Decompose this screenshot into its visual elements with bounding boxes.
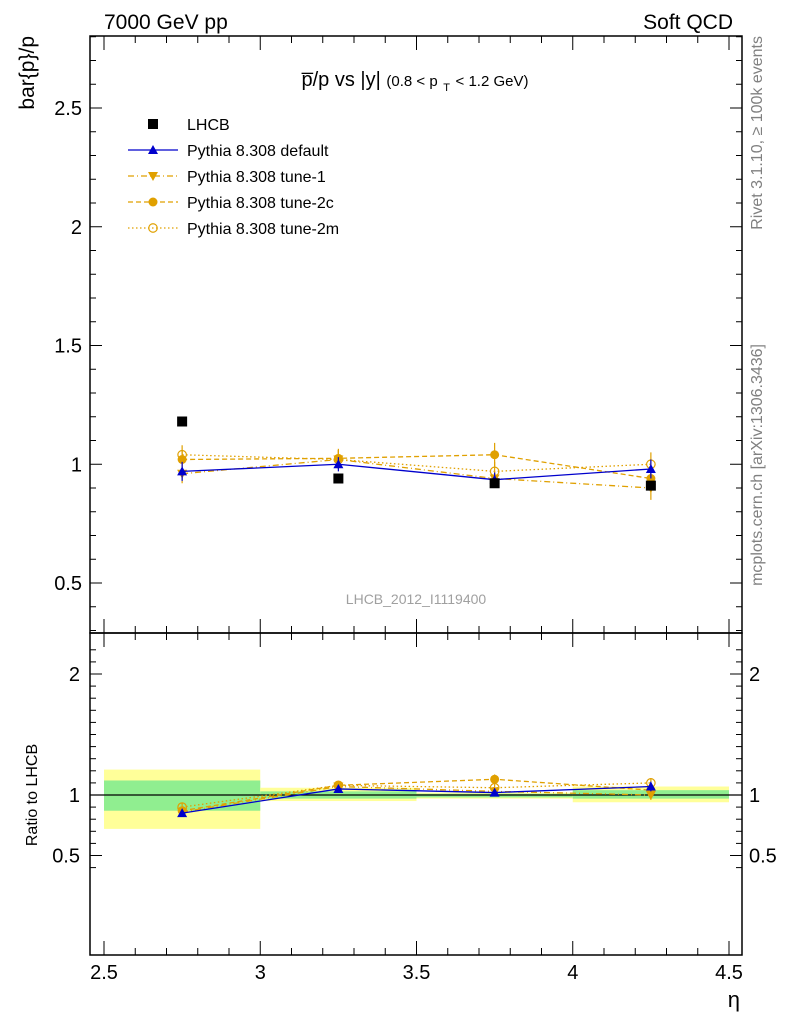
ratio-series-0-point: [489, 787, 500, 797]
legend-marker-0: [148, 119, 158, 129]
main-ytick-label: 1.5: [54, 336, 82, 358]
ratio-ylabel: Ratio to LHCB: [24, 744, 41, 846]
analysis-watermark: LHCB_2012_I1119400: [346, 591, 487, 607]
axes: 0.5 1 1.5 2 2.5 0.5 0.5 1 1 2 2 2.5 3 3.5 4 4.5 η: [52, 35, 777, 1012]
main-series-3-line: [182, 454, 651, 480]
ratio-bands: [104, 769, 729, 829]
main-ytick-label: 1: [71, 454, 82, 476]
main-ytick-label: 0.5: [54, 573, 82, 595]
xtick-label: 3.5: [403, 962, 431, 984]
ratio-ytick-label-right: 0.5: [749, 846, 777, 868]
title-main: p̅/p vs |y|: [301, 69, 380, 91]
main-series-3-point: [490, 450, 500, 460]
main-series-1-point: [333, 459, 344, 469]
header-right: Soft QCD: [643, 11, 733, 34]
legend-marker-4: [148, 223, 158, 233]
legend-label-0: LHCB: [187, 117, 230, 134]
legend-marker-2: [148, 172, 158, 181]
main-series-2-line: [182, 458, 651, 489]
ratio-series-1-point: [645, 791, 656, 800]
legend-marker-1: [148, 145, 158, 154]
main-series-3-point: [177, 455, 187, 464]
main-series-data-point: [333, 473, 344, 484]
ratio-series-1-line: [182, 785, 651, 813]
main-series-data-point: [177, 416, 188, 427]
ratio-series-2-point: [490, 774, 500, 784]
main-series-1-line: [182, 463, 651, 481]
legend-label-1: Pythia 8.308 default: [187, 143, 329, 160]
legend-label-4: Pythia 8.308 tune-2m: [187, 221, 339, 238]
legend-label-3: Pythia 8.308 tune-2c: [187, 195, 334, 212]
mcplots-label: mcplots.cern.ch [arXiv:1306.3436]: [749, 344, 766, 586]
ratio-ytick-label: 1: [69, 785, 80, 807]
main-ytick-label: 2: [71, 217, 82, 239]
ratio-series-2-line: [182, 778, 651, 812]
main-ytick-label: 2.5: [54, 98, 82, 120]
main-ylabel: bar{p}/p: [16, 36, 39, 110]
xtick-label: 3: [255, 962, 266, 984]
legend-marker-3: [148, 197, 158, 207]
ratio-ytick-label: 2: [69, 664, 80, 686]
legend-label-2: Pythia 8.308 tune-1: [187, 169, 326, 186]
ratio-series-0-point: [645, 781, 656, 791]
xtick-label: 4: [567, 962, 578, 984]
ratio-ytick-label-right: 2: [749, 664, 760, 686]
ratio-series-0-point: [333, 783, 344, 793]
x-axis-label: η: [728, 987, 740, 1012]
xtick-label: 2.5: [90, 962, 118, 984]
title-cut-sub: T: [443, 82, 450, 94]
xtick-label: 4.5: [715, 962, 743, 984]
ratio-ytick-label-right: 1: [749, 785, 760, 807]
header-left: 7000 GeV pp: [104, 11, 228, 34]
plot-title: p̅/p vs |y| (0.8 < p T < 1.2 GeV): [301, 69, 528, 96]
title-cut-close: < 1.2 GeV): [456, 73, 529, 90]
ratio-ytick-label: 0.5: [52, 846, 80, 868]
rivet-label: Rivet 3.1.10, ≥ 100k events: [749, 36, 766, 230]
title-cut-open: (0.8 < p: [386, 73, 437, 90]
series: [177, 416, 656, 818]
ratio-series-0-line: [182, 785, 651, 814]
legend: LHCB Pythia 8.308 default Pythia 8.308 tun…: [128, 117, 339, 238]
main-series-1-point: [177, 466, 188, 476]
ratio-series-0-point: [177, 808, 188, 818]
main-series-1-point: [645, 464, 656, 473]
main-series-data-point: [645, 480, 656, 491]
main-series-data-point: [489, 478, 500, 489]
